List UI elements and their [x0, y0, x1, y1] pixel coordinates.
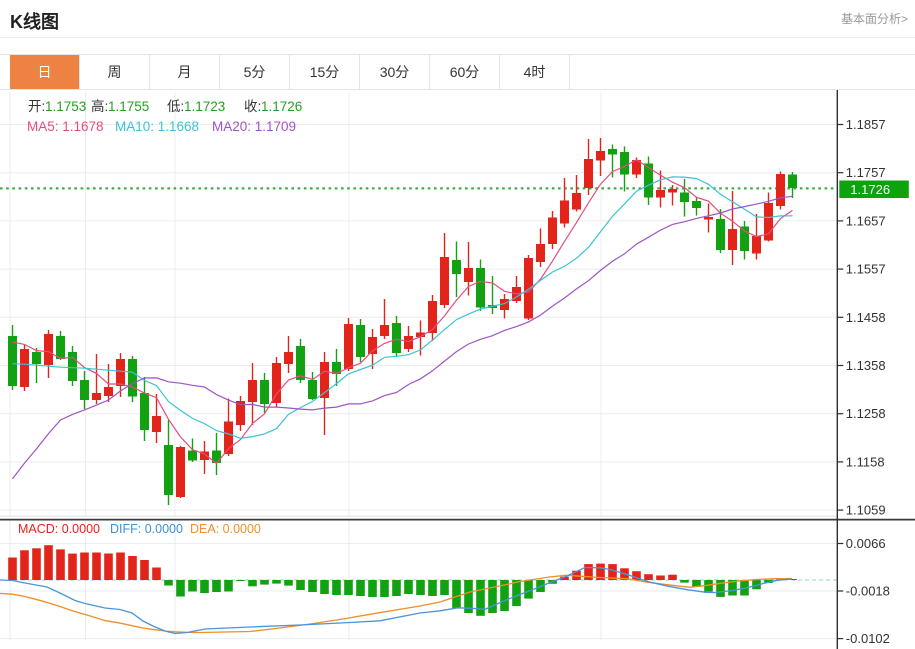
svg-text:0.0066: 0.0066 — [846, 536, 886, 551]
svg-text:1.1857: 1.1857 — [846, 117, 886, 132]
svg-text:1.1059: 1.1059 — [846, 503, 886, 518]
svg-text:-0.0102: -0.0102 — [846, 631, 890, 646]
svg-text:1.1358: 1.1358 — [846, 358, 886, 373]
svg-text:1.1458: 1.1458 — [846, 310, 886, 325]
svg-text:1.1557: 1.1557 — [846, 262, 886, 277]
svg-text:1.1757: 1.1757 — [846, 165, 886, 180]
svg-text:1.1726: 1.1726 — [850, 182, 890, 197]
svg-text:1.1158: 1.1158 — [846, 454, 885, 469]
svg-text:-0.0018: -0.0018 — [846, 584, 890, 599]
svg-text:1.1258: 1.1258 — [846, 406, 886, 421]
svg-text:1.1657: 1.1657 — [846, 213, 886, 228]
